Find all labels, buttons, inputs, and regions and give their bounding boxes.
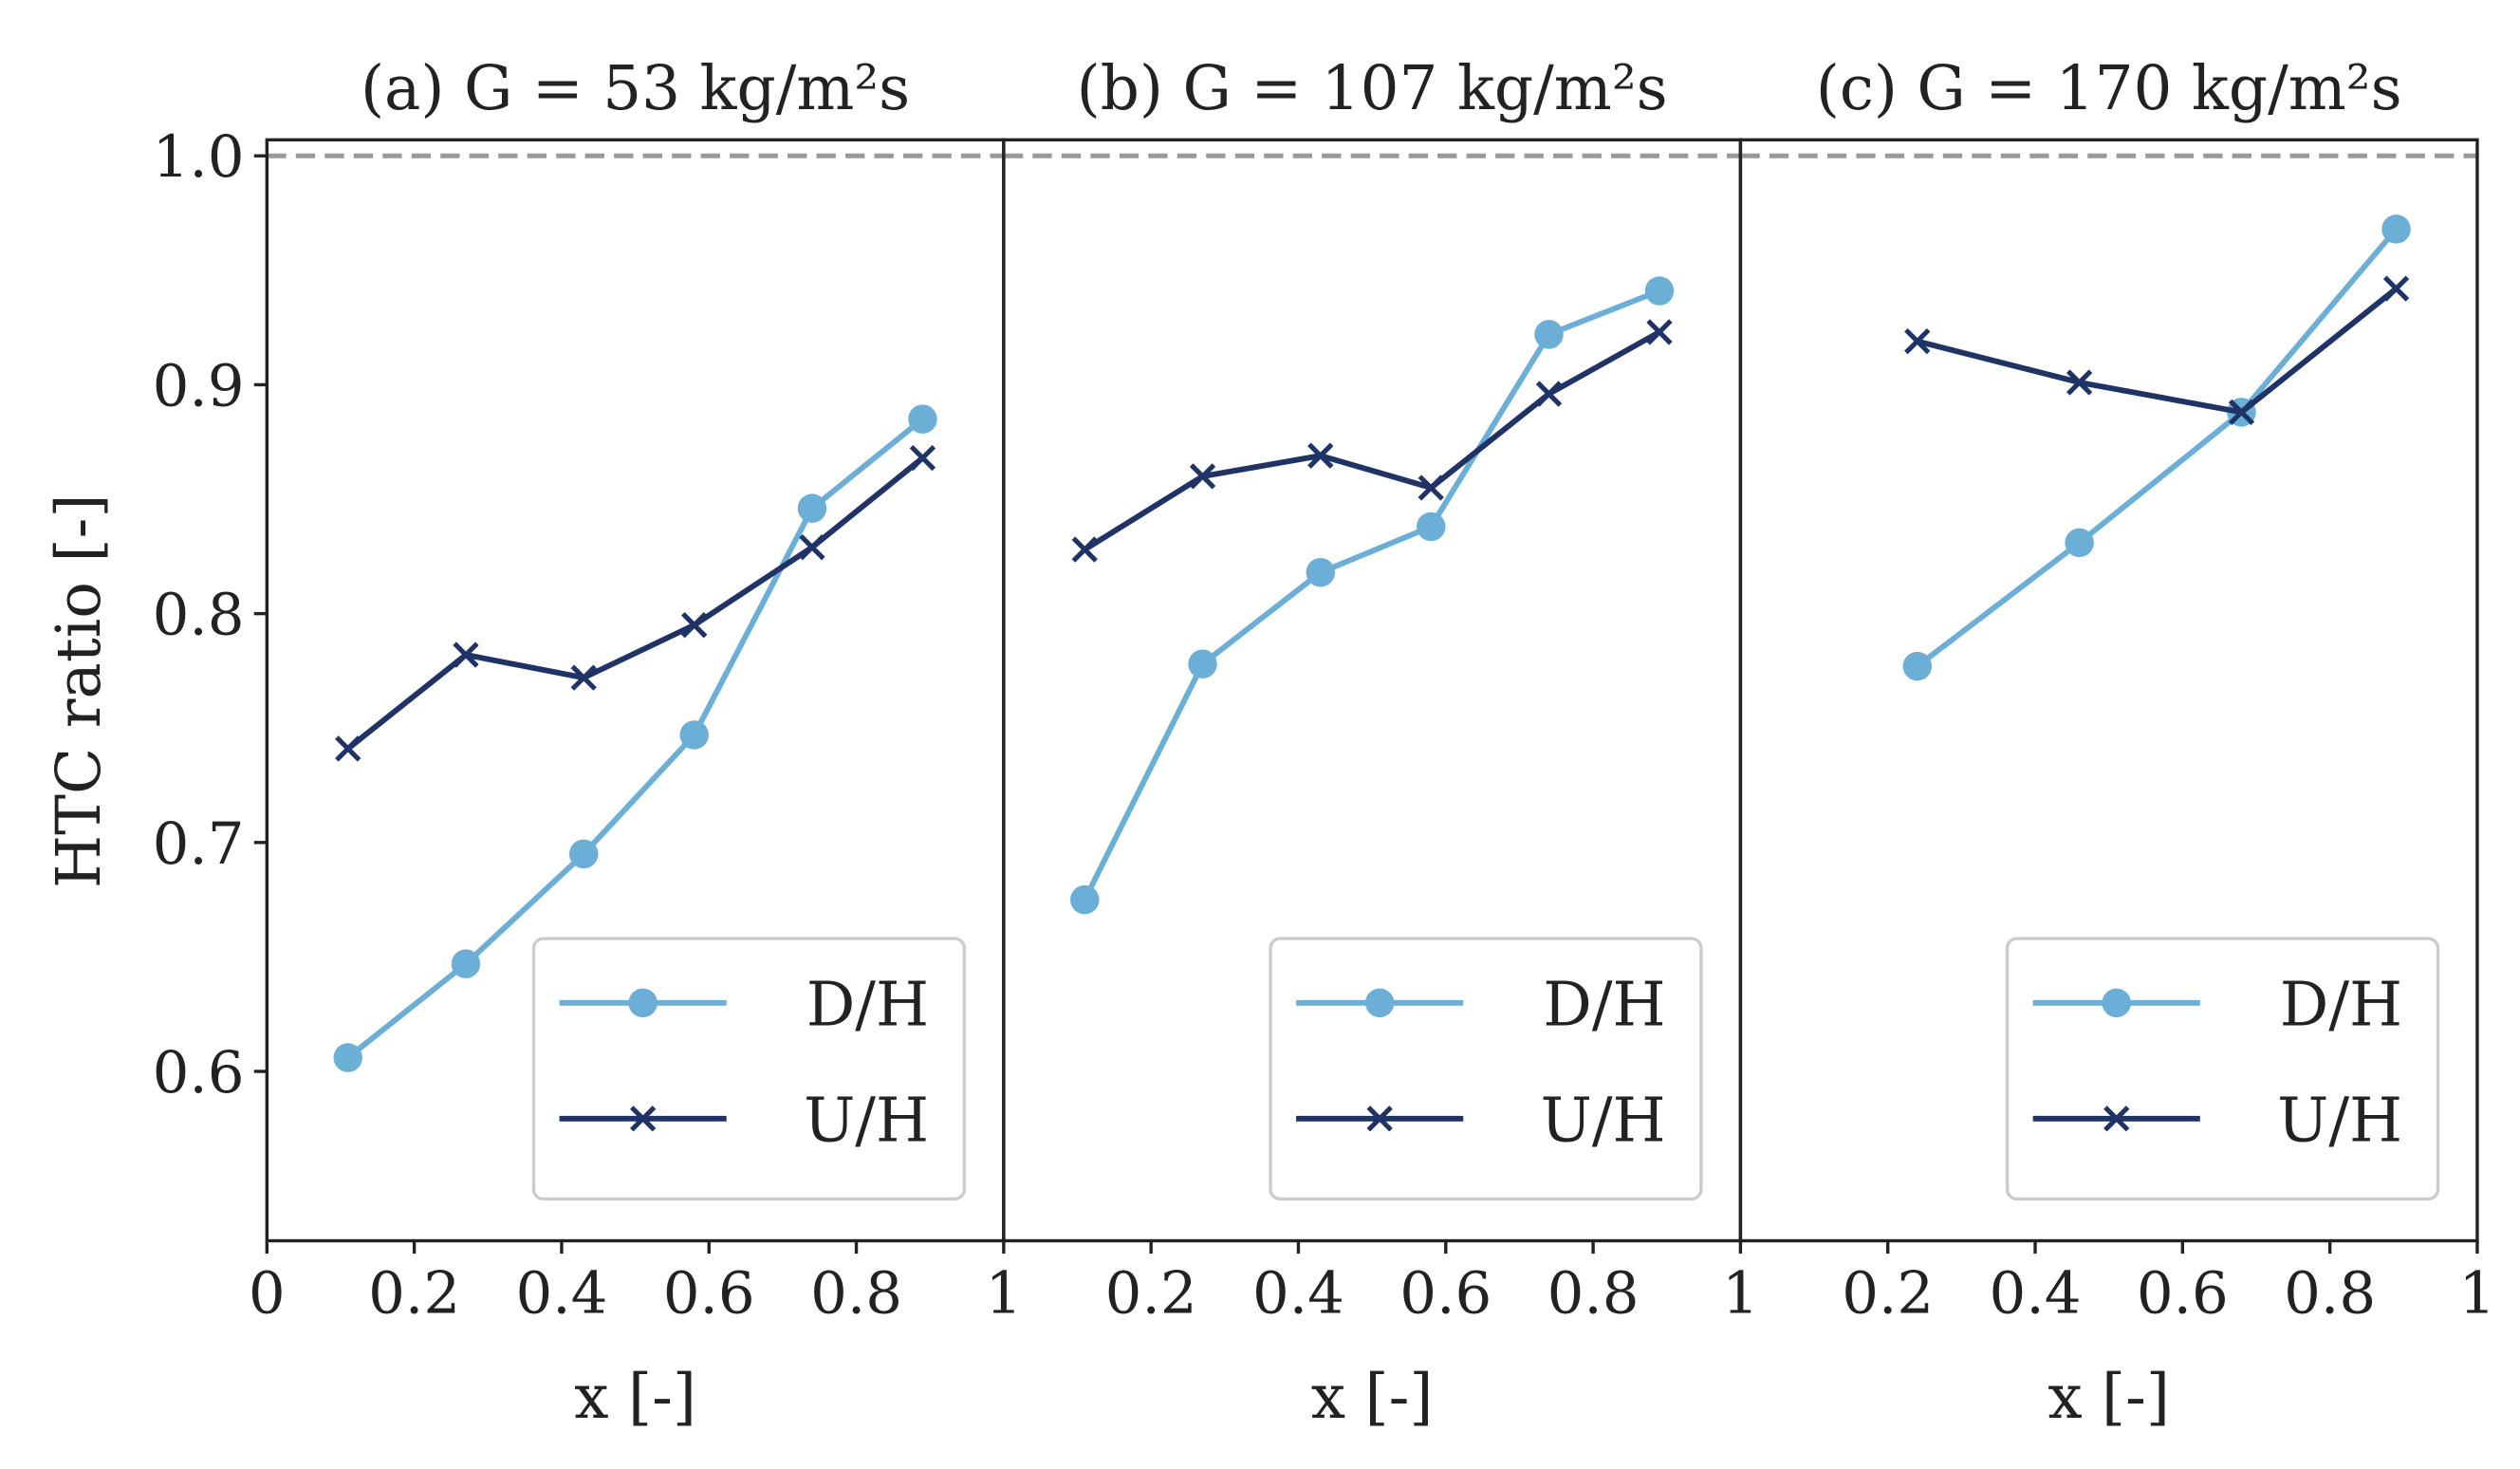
legend-label: D/H: [806, 970, 929, 1041]
data-point-uh: [2228, 399, 2255, 426]
y-tick-label: 0.8: [153, 582, 245, 649]
data-point-dh: [333, 1043, 362, 1072]
legend-marker-circle: [628, 988, 658, 1018]
x-tick-label: 0.4: [1252, 1260, 1344, 1328]
series-line-uh: [1917, 286, 2399, 416]
legend-label: U/H: [1541, 1085, 1666, 1156]
series-line-dh: [1082, 288, 1661, 902]
x-tick-label: 0.8: [810, 1260, 902, 1328]
panel-title: (a) G = 53 kg/m²s: [361, 53, 910, 124]
series-line-dh: [1915, 227, 2399, 669]
y-tick-label: 0.7: [153, 810, 245, 878]
legend-marker-x: [1366, 1106, 1393, 1132]
x-axis-label: x [-]: [574, 1362, 696, 1433]
legend: D/H U/H: [1269, 937, 1703, 1201]
x-tick-label: 0.4: [1990, 1260, 2082, 1328]
data-point-dh: [2065, 528, 2094, 558]
data-point-uh: [2382, 275, 2410, 302]
y-tick-label: 0.6: [153, 1039, 245, 1106]
data-point-dh: [1306, 557, 1336, 587]
x-tick-label: 1: [985, 1260, 1022, 1328]
data-point-dh: [568, 839, 599, 869]
data-point-uh: [1646, 319, 1673, 345]
x-tick-label: 0.6: [2137, 1260, 2229, 1328]
series-line-uh: [1083, 329, 1661, 552]
x-tick-label: 1: [2459, 1260, 2496, 1328]
data-point-dh: [2381, 214, 2411, 244]
data-point-dh: [797, 493, 827, 523]
data-point-uh: [2066, 369, 2093, 396]
legend-label: D/H: [2280, 970, 2402, 1041]
data-point-dh: [451, 949, 481, 978]
x-axis-label: x [-]: [2048, 1362, 2170, 1433]
y-tick-label: 0.9: [153, 352, 245, 419]
data-point-uh: [335, 735, 361, 762]
legend-marker-circle: [1364, 988, 1395, 1018]
legend-marker-x: [629, 1106, 657, 1132]
x-tick-label: 0.2: [368, 1260, 460, 1328]
data-point-uh: [1535, 381, 1563, 407]
data-point-dh: [1188, 649, 1217, 679]
data-point-uh: [909, 444, 936, 472]
x-tick-label: 0: [249, 1260, 286, 1328]
panel-c: (c) G = 170 kg/m²s 0.2 0.4 0.6 0.8 1 x [-] D/H U…: [1738, 53, 2496, 1433]
x-tick-label: 0.8: [2284, 1260, 2376, 1328]
x-axis-label: x [-]: [1311, 1362, 1434, 1433]
data-point-uh: [1904, 327, 1931, 355]
x-tick-label: 0.4: [515, 1260, 607, 1328]
data-point-uh: [799, 534, 825, 561]
data-point-dh: [1902, 651, 1933, 681]
legend: D/H U/H: [531, 937, 967, 1201]
panel-title: (b) G = 107 kg/m²s: [1077, 53, 1668, 124]
legend-label: D/H: [1543, 970, 1665, 1041]
data-point-dh: [1070, 884, 1100, 915]
x-tick-label: 1: [1722, 1260, 1759, 1328]
panel-title: (c) G = 170 kg/m²s: [1816, 53, 2402, 124]
x-tick-label: 0.6: [663, 1260, 755, 1328]
y-axis-label: HTC ratio [-]: [44, 494, 115, 888]
legend-label: U/H: [2277, 1085, 2402, 1156]
data-point-uh: [453, 642, 479, 668]
series-line-dh: [345, 417, 925, 1060]
data-point-uh: [1071, 536, 1098, 563]
data-point-uh: [1307, 442, 1334, 469]
data-point-dh: [1644, 276, 1675, 306]
x-tick-label: 0.2: [1842, 1260, 1934, 1328]
legend-marker-x: [2103, 1106, 2130, 1132]
x-tick-label: 0.6: [1399, 1260, 1492, 1328]
panel-b: (b) G = 107 kg/m²s 0.2 0.4 0.6 0.8 1 x [-] D/H U…: [1002, 53, 1759, 1433]
y-tick-label: 1.0: [153, 123, 245, 191]
data-point-dh: [679, 720, 709, 750]
data-point-uh: [681, 612, 708, 639]
x-tick-label: 0.2: [1105, 1260, 1197, 1328]
legend-marker-circle: [2102, 988, 2131, 1018]
data-point-dh: [1417, 511, 1446, 542]
axes-frame: [1738, 138, 2479, 1243]
data-point-dh: [1534, 320, 1564, 349]
legend: D/H U/H: [2005, 937, 2440, 1201]
legend-label: U/H: [804, 1085, 929, 1156]
x-tick-label: 0.8: [1547, 1260, 1640, 1328]
data-point-uh: [1418, 474, 1444, 501]
data-point-uh: [570, 664, 597, 691]
series-line-uh: [345, 456, 925, 752]
data-point-uh: [1189, 463, 1216, 490]
data-point-dh: [908, 404, 937, 434]
panel-a: (a) G = 53 kg/m²s 0 0.2 0.4 0.6 0.8 1 x [-] 0.6 0…: [153, 53, 1023, 1433]
